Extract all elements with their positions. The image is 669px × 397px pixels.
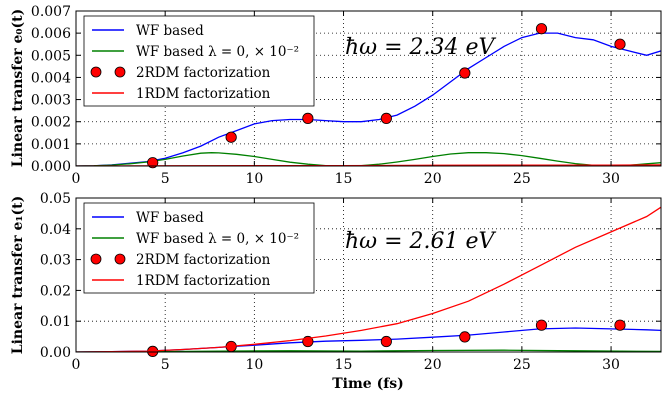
annotation-bottom: ħω = 2.61 eV bbox=[345, 229, 497, 254]
legend-bottom: WF based WF based λ = 0, × 10⁻² 2RDM facto… bbox=[83, 202, 315, 294]
legend-label: 2RDM factorization bbox=[136, 65, 271, 81]
y-tick-label: 0.002 bbox=[31, 115, 71, 131]
ticks-bottom: 0 5 10 15 20 25 30 0.00 0.01 0.02 0.03 0.04 0.05 bbox=[40, 191, 661, 373]
y-tick-label: 0.006 bbox=[31, 26, 71, 42]
y-tick-label: 0.001 bbox=[31, 137, 71, 153]
xlabel: Time (fs) bbox=[332, 376, 403, 392]
y-tick-label: 0.005 bbox=[31, 48, 71, 64]
legend-label: WF based bbox=[136, 210, 204, 226]
legend-marker bbox=[90, 253, 102, 265]
panel-top: 0 5 10 15 20 25 30 0.000 0.001 0.002 0.003 0.004 0.0… bbox=[10, 4, 662, 187]
x-tick-label: 5 bbox=[161, 171, 170, 187]
marker-point bbox=[380, 112, 392, 124]
x-tick-label: 20 bbox=[424, 171, 442, 187]
legend-box bbox=[83, 202, 315, 294]
y-tick-label: 0.007 bbox=[31, 4, 71, 20]
y-tick-label: 0.05 bbox=[40, 191, 71, 207]
legend-label: 1RDM factorization bbox=[136, 86, 271, 102]
legend-marker bbox=[114, 253, 126, 265]
axes-frame-top bbox=[75, 10, 662, 167]
y-tick-label: 0.000 bbox=[31, 159, 71, 175]
x-tick-label: 10 bbox=[245, 171, 263, 187]
y-tick-label: 0.02 bbox=[40, 283, 71, 299]
annotation-top: ħω = 2.34 eV bbox=[345, 35, 497, 60]
marker-point bbox=[459, 67, 471, 79]
x-tick-label: 20 bbox=[424, 357, 442, 373]
marker-point bbox=[535, 23, 548, 35]
grid-top bbox=[76, 11, 661, 166]
x-tick-label: 0 bbox=[72, 357, 81, 373]
legend-marker bbox=[90, 66, 102, 78]
panel-bottom: 0 5 10 15 20 25 30 0.00 0.01 0.02 0.03 0.04 0.05 Lin… bbox=[10, 191, 662, 373]
legend-label: WF based bbox=[136, 23, 204, 39]
series-top bbox=[76, 23, 661, 169]
axes-frame-bottom bbox=[75, 197, 662, 353]
y-tick-label: 0.03 bbox=[40, 253, 71, 269]
y-tick-label: 0.004 bbox=[31, 70, 71, 86]
ylabel-top: Linear transfer e₀(t) bbox=[10, 9, 26, 167]
marker-point bbox=[614, 319, 626, 331]
legend-label: 2RDM factorization bbox=[136, 252, 271, 268]
marker-point bbox=[380, 335, 392, 348]
series-line-0 bbox=[76, 32, 661, 166]
legend-label: WF based λ = 0, × 10⁻² bbox=[136, 231, 299, 247]
x-tick-label: 0 bbox=[72, 171, 81, 187]
y-tick-label: 0.00 bbox=[40, 345, 71, 361]
x-tick-label: 30 bbox=[602, 357, 620, 373]
legend-top: WF based WF based λ = 0, × 10⁻² 2RDM facto… bbox=[83, 15, 315, 107]
marker-point bbox=[459, 331, 471, 343]
x-tick-label: 15 bbox=[335, 171, 353, 187]
legend-label: WF based λ = 0, × 10⁻² bbox=[136, 44, 299, 60]
ticks-top: 0 5 10 15 20 25 30 0.000 0.001 0.002 0.003 0.004 0.0… bbox=[31, 4, 661, 187]
series-line-1 bbox=[76, 152, 661, 166]
x-tick-label: 10 bbox=[245, 357, 263, 373]
marker-point bbox=[225, 131, 237, 143]
marker-point bbox=[614, 38, 626, 50]
y-tick-label: 0.01 bbox=[40, 314, 71, 330]
series-line-0 bbox=[76, 327, 661, 352]
x-tick-label: 25 bbox=[513, 357, 531, 373]
x-tick-label: 5 bbox=[161, 357, 170, 373]
x-tick-label: 15 bbox=[335, 357, 353, 373]
x-tick-label: 25 bbox=[513, 171, 531, 187]
series-line-3 bbox=[76, 206, 661, 352]
x-tick-label: 30 bbox=[602, 171, 620, 187]
marker-point bbox=[535, 319, 548, 331]
y-tick-label: 0.003 bbox=[31, 93, 71, 109]
y-tick-label: 0.04 bbox=[40, 222, 71, 238]
legend-label: 1RDM factorization bbox=[136, 273, 271, 289]
legend-marker bbox=[114, 66, 126, 78]
ylabel-bottom: Linear transfer e₁(t) bbox=[10, 196, 26, 354]
marker-point bbox=[302, 112, 314, 124]
legend-box bbox=[83, 15, 315, 107]
